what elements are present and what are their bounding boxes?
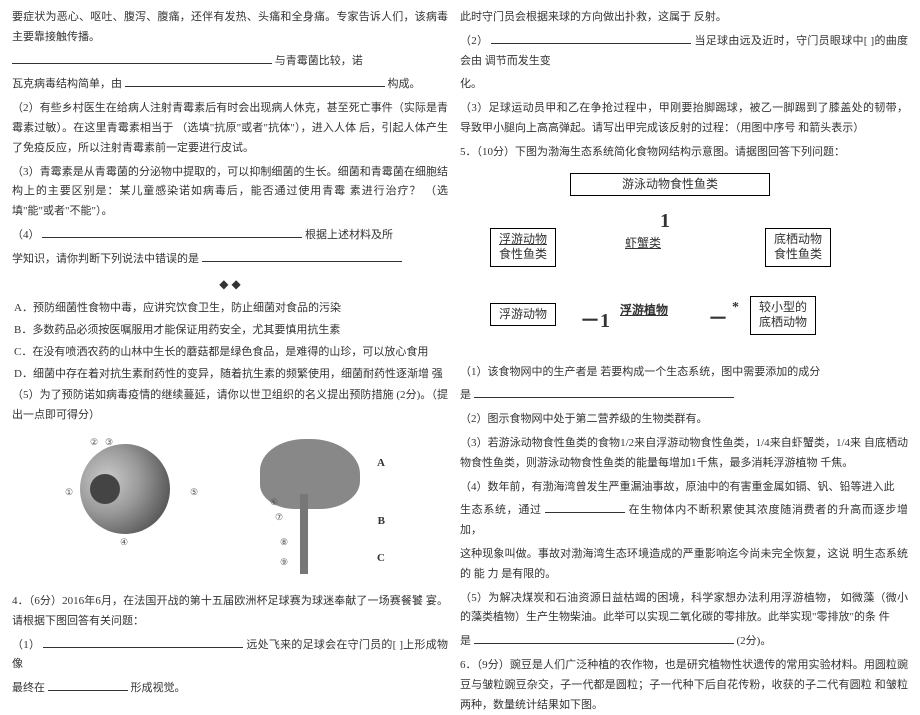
q52: （2）图示食物网中处于第二营养级的生物类群有。 (460, 410, 908, 430)
lbl-6: ⑥ (270, 494, 278, 510)
fb-bl: 浮游动物 (490, 303, 556, 327)
fb-l1b: 食性鱼类 (499, 247, 547, 261)
q6: 6．（9分）豌豆是人们广泛种植的农作物，也是研究植物性状遗传的常用实验材料。用圆… (460, 656, 908, 715)
q54b: 生态系统，通过 在生物体内不断积累使其浓度随消费者的升高而逐步增加， (460, 501, 908, 541)
l-p3a: 瓦克病毒结构简单，由 (12, 78, 122, 90)
lbl-9: ⑨ (280, 554, 288, 570)
q51b: 是 (460, 386, 908, 406)
l-p6b: 根据上述材料及所 (305, 229, 393, 241)
left-p7: 学知识，请你判断下列说法中错误的是 (12, 250, 448, 270)
fb-r1b: 食性鱼类 (774, 247, 822, 261)
blank-1 (12, 53, 272, 64)
lbl-2: ② (90, 434, 98, 450)
q41c: 最终在 (12, 682, 45, 694)
r-p2: （2） 当足球由远及近时，守门员眼球中[ ]的曲度会由 调节而发生变 (460, 32, 908, 72)
q51bt: 是 (460, 389, 471, 401)
fb-bra: 较小型的 (759, 300, 807, 314)
lbl-3: ③ (105, 434, 113, 450)
blank-r3 (545, 502, 625, 513)
r-p4: （3）足球运动员甲和乙在争抢过程中，甲刚要抬脚踢球，被乙一脚踢到了膝盖处的韧带，… (460, 99, 908, 139)
optC: C．在没有喷洒农药的山林中生长的蘑菇都是绿色食品，是难得的山珍，可以放心食用 (14, 343, 448, 363)
lbl-7: ⑦ (275, 509, 283, 525)
q4-1: （1） 远处飞来的足球会在守门员的[ ]上形成物像 (12, 636, 448, 676)
dash: － (708, 301, 728, 337)
star: * (732, 295, 739, 320)
l-p3b: 构成。 (388, 78, 421, 90)
q4-1c: 最终在 形成视觉。 (12, 679, 448, 699)
blank-4 (202, 251, 402, 262)
left-p4: （2）有些乡村医生在给病人注射青霉素后有时会出现病人休克，甚至死亡事件（实际是青… (12, 99, 448, 158)
q55b: 是 (2分)。 (460, 632, 908, 652)
fb-brb: 底栖动物 (759, 315, 807, 329)
q4: 4．（6分）2016年6月，在法国开战的第十五届欧洲杯足球赛为球迷奉献了一场赛餐… (12, 592, 448, 632)
eye-part: ② ③ ① ④ ⑤ (60, 434, 220, 544)
lbl-4: ④ (120, 534, 128, 550)
blank-5 (43, 637, 243, 648)
blank-r2 (474, 387, 734, 398)
lbl-8: ⑧ (280, 534, 288, 550)
right-column: 此时守门员会根据来球的方向做出扑救，这属于 反射。 （2） 当足球由远及近时，守… (460, 0, 920, 651)
fb-l1: 浮游动物 食性鱼类 (490, 228, 556, 267)
left-column: 要症状为恶心、呕吐、腹泻、腹痛，还伴有发热、头痛和全身痛。专家告诉人们，该病毒 … (0, 0, 460, 651)
diamond-divider: ◆ ◆ (12, 274, 448, 296)
r-p1: 此时守门员会根据来球的方向做出扑救，这属于 反射。 (460, 8, 908, 28)
r-p5: 5．（10分）下图为渤海生态系统简化食物网结构示意图。请据图回答下列问题： (460, 143, 908, 163)
left-p3: 瓦克病毒结构简单，由 构成。 (12, 75, 448, 95)
eye-brain-diagram: ② ③ ① ④ ⑤ A B C ⑥ ⑦ ⑧ ⑨ (60, 434, 400, 584)
q53: （3）若游泳动物食性鱼类的食物1/2来自浮游动物食性鱼类，1/4来自虾蟹类，1/… (460, 434, 908, 474)
left-p1: 要症状为恶心、呕吐、腹泻、腹痛，还伴有发热、头痛和全身痛。专家告诉人们，该病毒 … (12, 8, 448, 48)
l-p7a: 学知识，请你判断下列说法中错误的是 (12, 253, 199, 265)
fb-r1: 底栖动物 食性鱼类 (765, 228, 831, 267)
left-p5: （3）青霉素是从青霉菌的分泌物中提取的，可以抑制细菌的生长。细菌和青霉菌在细胞结… (12, 163, 448, 222)
left-p8: （5）为了预防诺如病毒疫情的继续蔓延，请你以世卫组织的名义提出预防措施 (2分)… (12, 386, 448, 426)
brain-part: A B C ⑥ ⑦ ⑧ ⑨ (230, 434, 390, 574)
rp2a: （2） (460, 35, 488, 47)
optD: D．细菌中存在着对抗生素耐药性的变异，随着抗生素的频繁使用，细菌耐药性逐渐增 强 (14, 365, 448, 385)
q54bt: 生态系统，通过 (460, 504, 542, 516)
eyeball-shape (80, 444, 170, 534)
q54d: 这种现象叫做。事故对渤海湾生态环境造成的严重影响迄今尚未完全恢复，这说 明生态系… (460, 545, 908, 585)
fb-top: 游泳动物食性鱼类 (570, 173, 770, 197)
q54: （4）数年前，有渤海湾曾发生严重漏油事故，原油中的有害重金属如镉、钒、铅等进入此 (460, 478, 908, 498)
food-web-diagram: 游泳动物食性鱼类 1 浮游动物 食性鱼类 虾蟹类 底栖动物 食性鱼类 浮游动物 … (460, 173, 908, 353)
optA: A．预防细菌性食物中毒，应讲究饮食卫生，防止细菌对食品的污染 (14, 299, 448, 319)
fb-bm: 浮游植物 (620, 303, 668, 319)
l-p2b: 与青霉菌比较，诺 (275, 55, 363, 67)
fb-l1a: 浮游动物 (499, 232, 547, 246)
fb-br: 较小型的 底栖动物 (750, 296, 816, 335)
blank-2 (125, 76, 385, 87)
lbl-C: C (377, 549, 385, 569)
lbl-A: A (377, 454, 385, 474)
q41a: （1） (12, 639, 40, 651)
lbl-1: ① (65, 484, 73, 500)
l-p6a: （4） (12, 229, 40, 241)
r-p3: 化。 (460, 75, 908, 95)
nm1: －1 (580, 303, 610, 339)
fb-mid: 虾蟹类 (625, 236, 661, 252)
num1: 1 (660, 203, 670, 239)
q55bt: 是 (460, 635, 471, 647)
lbl-5: ⑤ (190, 484, 198, 500)
q41d: 形成视觉。 (131, 682, 186, 694)
spine-shape (300, 494, 308, 574)
blank-6 (48, 680, 128, 691)
lbl-B: B (378, 512, 385, 532)
optB: B．多数药品必须按医嘱服用才能保证用药安全，尤其要慎用抗生素 (14, 321, 448, 341)
q51: （1）该食物网中的生产者是 若要构成一个生态系统，图中需要添加的成分 (460, 363, 908, 383)
blank-3 (42, 227, 302, 238)
left-p2: 与青霉菌比较，诺 (12, 52, 448, 72)
q55ct: (2分)。 (737, 635, 772, 647)
fb-r1a: 底栖动物 (774, 232, 822, 246)
left-p6: （4） 根据上述材料及所 (12, 226, 448, 246)
blank-r4 (474, 633, 734, 644)
q55: （5）为解决煤炭和石油资源日益枯竭的困境，科学家想办法利用浮游植物， 如微藻（微… (460, 589, 908, 629)
blank-r1 (491, 33, 691, 44)
